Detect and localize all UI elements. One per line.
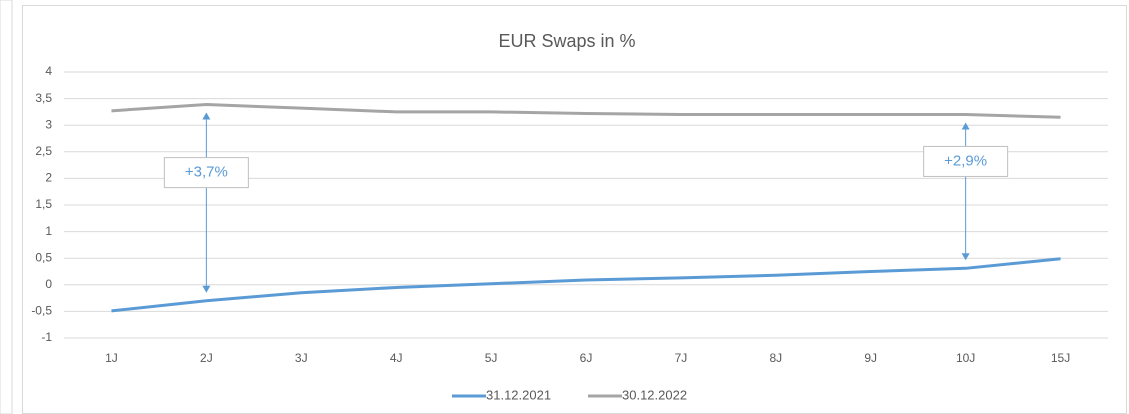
x-tick-label: 7J xyxy=(675,351,688,365)
legend-label: 31.12.2021 xyxy=(486,387,551,402)
x-tick-label: 6J xyxy=(580,351,593,365)
side-panel xyxy=(0,0,13,414)
legend-label: 30.12.2022 xyxy=(622,387,687,402)
x-tick-label: 2J xyxy=(200,351,213,365)
chart-title: EUR Swaps in % xyxy=(498,31,635,51)
y-tick-label: -0,5 xyxy=(31,304,52,318)
series-line xyxy=(111,257,1061,313)
annotation-label: +2,9% xyxy=(944,152,987,169)
y-tick-label: 4 xyxy=(45,64,52,78)
annotation-box xyxy=(163,157,249,189)
arrow-head xyxy=(961,122,970,130)
y-tick-label: -1 xyxy=(41,330,52,344)
x-tick-label: 10J xyxy=(956,351,975,365)
x-tick-label: 8J xyxy=(769,351,782,365)
x-tick-label: 3J xyxy=(295,351,308,365)
x-tick-label: 4J xyxy=(390,351,403,365)
y-tick-label: 3,5 xyxy=(35,91,52,105)
arrow-head xyxy=(202,285,211,293)
y-tick-label: 0 xyxy=(45,277,52,291)
y-tick-label: 2 xyxy=(45,171,52,185)
arrow-head xyxy=(202,112,211,120)
x-tick-label: 1J xyxy=(105,351,118,365)
x-tick-label: 9J xyxy=(864,351,877,365)
x-tick-label: 5J xyxy=(485,351,498,365)
y-tick-label: 2,5 xyxy=(35,144,52,158)
annotation-label: +3,7% xyxy=(185,164,228,181)
annotation-box xyxy=(923,145,1009,177)
series-line xyxy=(111,102,1061,119)
arrow-head xyxy=(961,253,970,261)
x-tick-label: 15J xyxy=(1051,351,1070,365)
y-tick-label: 0,5 xyxy=(35,250,52,264)
y-tick-label: 1 xyxy=(45,224,52,238)
y-tick-label: 3 xyxy=(45,117,52,131)
y-tick-label: 1,5 xyxy=(35,197,52,211)
